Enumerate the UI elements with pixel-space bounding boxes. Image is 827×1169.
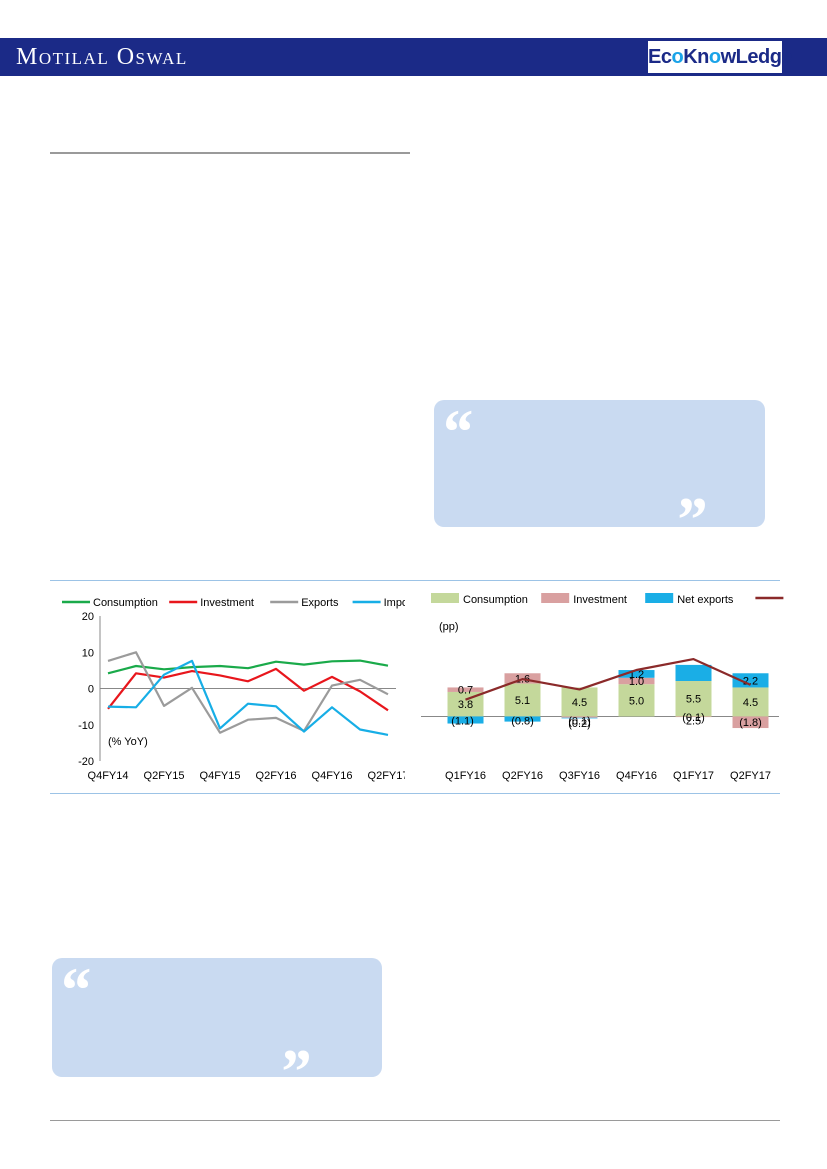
logo-text-3: Kn	[683, 46, 709, 68]
bar-investment	[732, 716, 769, 729]
x-tick-label: Q4FY15	[200, 770, 241, 782]
x-tick-label: Q1FY17	[673, 770, 714, 782]
x-tick-label: Q4FY14	[88, 770, 129, 782]
bar-net-exports	[561, 717, 598, 719]
bar-consumption	[675, 681, 712, 717]
logo-text-5: wLedge	[720, 46, 793, 68]
y-tick-label: 10	[82, 647, 94, 659]
pull-quote-box-1: “ ”	[434, 396, 765, 552]
data-label-investment: (0.1)	[682, 712, 705, 724]
legend-swatch-consumption	[431, 593, 459, 603]
data-label-investment: (1.8)	[739, 717, 762, 729]
bar-net-exports	[732, 673, 769, 688]
header-bar: Motilal Oswal EcoKnowLedge	[0, 38, 827, 76]
x-tick-label: Q3FY16	[559, 770, 600, 782]
data-label-consumption: 3.8	[458, 699, 473, 711]
data-label-net-exports: (1.1)	[451, 715, 474, 727]
data-label-net-exports: (0.1)	[568, 715, 591, 727]
series-line-imports	[107, 659, 389, 736]
series-line-gdp	[465, 657, 751, 701]
pull-quote-box-2: “ ”	[52, 954, 382, 1104]
x-tick-label: Q2FY16	[502, 770, 543, 782]
x-tick-label: Q2FY15	[144, 770, 185, 782]
y-unit-label: (pp)	[439, 621, 459, 633]
legend-swatch-investment	[541, 593, 570, 603]
legend-label-investment: Investment	[573, 594, 627, 606]
data-label-consumption: 5.5	[686, 694, 701, 706]
close-quote-icon: ”	[278, 1036, 310, 1107]
y-tick-label: 20	[82, 611, 94, 623]
x-tick-label: Q2FY17	[730, 770, 771, 782]
chart-frame-top	[50, 580, 780, 581]
data-label-consumption: 4.5	[572, 697, 587, 709]
logo-text-1: Ec	[648, 46, 672, 68]
legend-swatch-net-exports	[645, 593, 674, 603]
close-quote-icon: ”	[674, 484, 706, 555]
data-label-investment: (0.2)	[568, 718, 591, 730]
bar-net-exports	[675, 664, 712, 681]
series-line-exports	[107, 651, 389, 734]
x-tick-label: Q1FY16	[445, 770, 486, 782]
ecoknowledge-logo: EcoKnowLedge	[648, 41, 793, 73]
bar-net-exports	[504, 716, 541, 722]
legend-label-consumption: Consumption	[93, 597, 158, 609]
x-tick-label: Q4FY16	[616, 770, 657, 782]
bar-consumption	[732, 687, 769, 717]
open-quote-icon: “	[440, 396, 472, 467]
open-quote-icon: “	[58, 954, 90, 1025]
data-label-consumption: 5.0	[629, 695, 644, 707]
data-label-investment: 1.0	[629, 676, 644, 688]
units-annotation: (% YoY)	[108, 736, 148, 748]
legend-label-imports: Imports	[384, 597, 405, 609]
series-line-consumption	[107, 659, 389, 675]
y-tick-label: 0	[88, 684, 94, 696]
x-tick-label: Q4FY16	[312, 770, 353, 782]
bar-investment	[447, 687, 484, 692]
footer-divider	[50, 1120, 780, 1121]
bar-net-exports	[447, 716, 484, 724]
legend-label-investment: Investment	[200, 597, 254, 609]
bar-investment	[561, 716, 598, 718]
data-label-net-exports: 2.5	[686, 715, 701, 727]
section-divider	[50, 152, 410, 154]
legend-label-consumption: Consumption	[463, 594, 528, 606]
bar-consumption	[504, 683, 541, 717]
data-label-consumption: 4.5	[743, 697, 758, 709]
y-tick-label: -20	[78, 756, 94, 768]
components-growth-line-chart: Consumption Investment Exports Imports 20 10 0…	[62, 597, 405, 782]
bar-investment	[618, 677, 655, 685]
chart-frame-bottom	[50, 793, 780, 794]
bar-consumption	[618, 684, 655, 717]
logo-text-4: o	[708, 46, 721, 68]
data-label-investment: 0.7	[458, 685, 473, 697]
x-tick-label: Q2FY17	[368, 770, 405, 782]
data-label-net-exports: (0.8)	[511, 715, 534, 727]
brand-name: Motilal Oswal	[16, 44, 188, 70]
bar-consumption	[561, 687, 598, 717]
data-label-consumption: 5.1	[515, 695, 530, 707]
y-tick-label: -10	[78, 720, 94, 732]
bar-net-exports	[618, 670, 655, 678]
legend-label-net-exports: Net exports	[677, 594, 734, 606]
x-tick-label: Q2FY16	[256, 770, 297, 782]
logo-text-2: o	[671, 46, 684, 68]
series-line-investment	[107, 667, 389, 712]
legend-label-exports: Exports	[301, 597, 339, 609]
bar-investment	[675, 716, 712, 718]
